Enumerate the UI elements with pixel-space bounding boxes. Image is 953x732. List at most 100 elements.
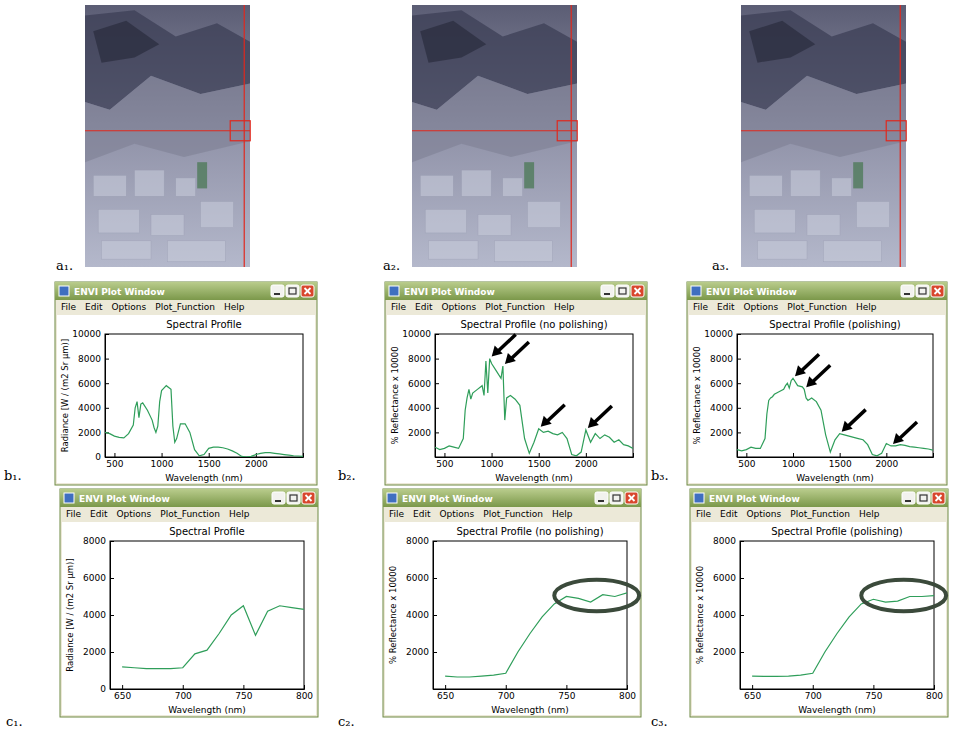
window-button[interactable] <box>631 285 644 297</box>
menu-item[interactable]: Help <box>229 509 250 519</box>
window-button[interactable] <box>271 285 284 297</box>
button-glyph[interactable] <box>920 495 927 501</box>
button-glyph[interactable] <box>936 495 942 501</box>
button-face[interactable] <box>917 492 930 504</box>
menu-item[interactable]: Plot_Function <box>483 509 543 519</box>
button-glyph[interactable] <box>635 288 641 294</box>
window-button[interactable] <box>931 285 944 297</box>
menu-item[interactable]: Help <box>859 509 880 519</box>
menu-item[interactable]: Plot_Function <box>160 509 220 519</box>
menu-item[interactable]: Edit <box>90 509 108 519</box>
button-glyph[interactable] <box>635 288 641 294</box>
button-face[interactable] <box>286 285 299 297</box>
button-face[interactable] <box>272 492 285 504</box>
button-glyph[interactable] <box>275 500 281 502</box>
title-bar <box>55 282 317 300</box>
axis-line <box>741 542 745 690</box>
button-glyph[interactable] <box>919 288 926 294</box>
menu-item[interactable]: Plot_Function <box>485 302 545 312</box>
window-button[interactable] <box>625 492 638 504</box>
window-button[interactable] <box>902 492 915 504</box>
button-glyph[interactable] <box>289 288 296 294</box>
button-glyph[interactable] <box>905 500 911 502</box>
tick: 2000 <box>78 428 109 438</box>
button-face[interactable] <box>302 492 315 504</box>
tick-mark <box>737 432 741 433</box>
tick-label: 2000 <box>406 647 429 657</box>
window-button[interactable] <box>302 492 315 504</box>
window-button[interactable] <box>272 492 285 504</box>
menu-item[interactable]: Options <box>112 302 147 312</box>
button-face[interactable] <box>271 285 284 297</box>
button-glyph[interactable] <box>619 288 626 294</box>
menu-item[interactable]: Options <box>747 509 782 519</box>
window-button[interactable] <box>616 285 629 297</box>
window-button[interactable] <box>301 285 314 297</box>
tick-mark <box>444 453 445 457</box>
button-face[interactable] <box>916 285 929 297</box>
button-glyph[interactable] <box>598 500 604 502</box>
menu-item[interactable]: Help <box>224 302 245 312</box>
menu-item[interactable]: Options <box>442 302 477 312</box>
tick: 500 <box>436 453 453 469</box>
button-face[interactable] <box>301 285 314 297</box>
button-face[interactable] <box>902 492 915 504</box>
button-face[interactable] <box>601 285 614 297</box>
button-glyph[interactable] <box>935 288 941 294</box>
title-bar <box>383 489 641 507</box>
button-glyph[interactable] <box>290 495 297 501</box>
window-button[interactable] <box>901 285 914 297</box>
tick-mark <box>122 685 123 689</box>
menu-item[interactable]: File <box>66 509 82 519</box>
button-glyph[interactable] <box>904 293 910 295</box>
window-button[interactable] <box>610 492 623 504</box>
menu-item[interactable]: Edit <box>720 509 738 519</box>
window-button[interactable] <box>601 285 614 297</box>
menu-item[interactable]: Edit <box>717 302 735 312</box>
menu-item[interactable]: Help <box>554 302 575 312</box>
menu-item[interactable]: Options <box>117 509 152 519</box>
menu-item[interactable]: File <box>696 509 712 519</box>
menu-item[interactable]: File <box>61 302 77 312</box>
menu-item[interactable]: Edit <box>85 302 103 312</box>
button-face[interactable] <box>932 492 945 504</box>
button-face[interactable] <box>610 492 623 504</box>
button-face[interactable] <box>287 492 300 504</box>
button-face[interactable] <box>931 285 944 297</box>
menu-item[interactable]: Edit <box>413 509 431 519</box>
button-face[interactable] <box>631 285 644 297</box>
button-glyph[interactable] <box>629 495 635 501</box>
button-glyph[interactable] <box>935 288 941 294</box>
button-glyph[interactable] <box>604 293 610 295</box>
menu-item[interactable]: Help <box>856 302 877 312</box>
menu-item[interactable]: Plot_Function <box>787 302 847 312</box>
button-face[interactable] <box>595 492 608 504</box>
button-face[interactable] <box>901 285 914 297</box>
menu-item[interactable]: Plot_Function <box>155 302 215 312</box>
window-button[interactable] <box>916 285 929 297</box>
button-face[interactable] <box>625 492 638 504</box>
menu-item[interactable]: Options <box>744 302 779 312</box>
menu-item[interactable]: Options <box>440 509 475 519</box>
button-face[interactable] <box>616 285 629 297</box>
button-glyph[interactable] <box>306 495 312 501</box>
button-glyph[interactable] <box>306 495 312 501</box>
window-button[interactable] <box>287 492 300 504</box>
window-button[interactable] <box>286 285 299 297</box>
button-glyph[interactable] <box>629 495 635 501</box>
button-glyph[interactable] <box>613 495 620 501</box>
arrow-shaft <box>548 405 565 421</box>
menu-item[interactable]: Plot_Function <box>790 509 850 519</box>
button-glyph[interactable] <box>274 293 280 295</box>
window-button[interactable] <box>917 492 930 504</box>
menu-item[interactable]: File <box>389 509 405 519</box>
window-button[interactable] <box>595 492 608 504</box>
button-glyph[interactable] <box>305 288 311 294</box>
window-button[interactable] <box>932 492 945 504</box>
button-glyph[interactable] <box>936 495 942 501</box>
menu-item[interactable]: File <box>391 302 407 312</box>
menu-item[interactable]: Edit <box>415 302 433 312</box>
menu-item[interactable]: File <box>693 302 709 312</box>
button-glyph[interactable] <box>305 288 311 294</box>
menu-item[interactable]: Help <box>552 509 573 519</box>
